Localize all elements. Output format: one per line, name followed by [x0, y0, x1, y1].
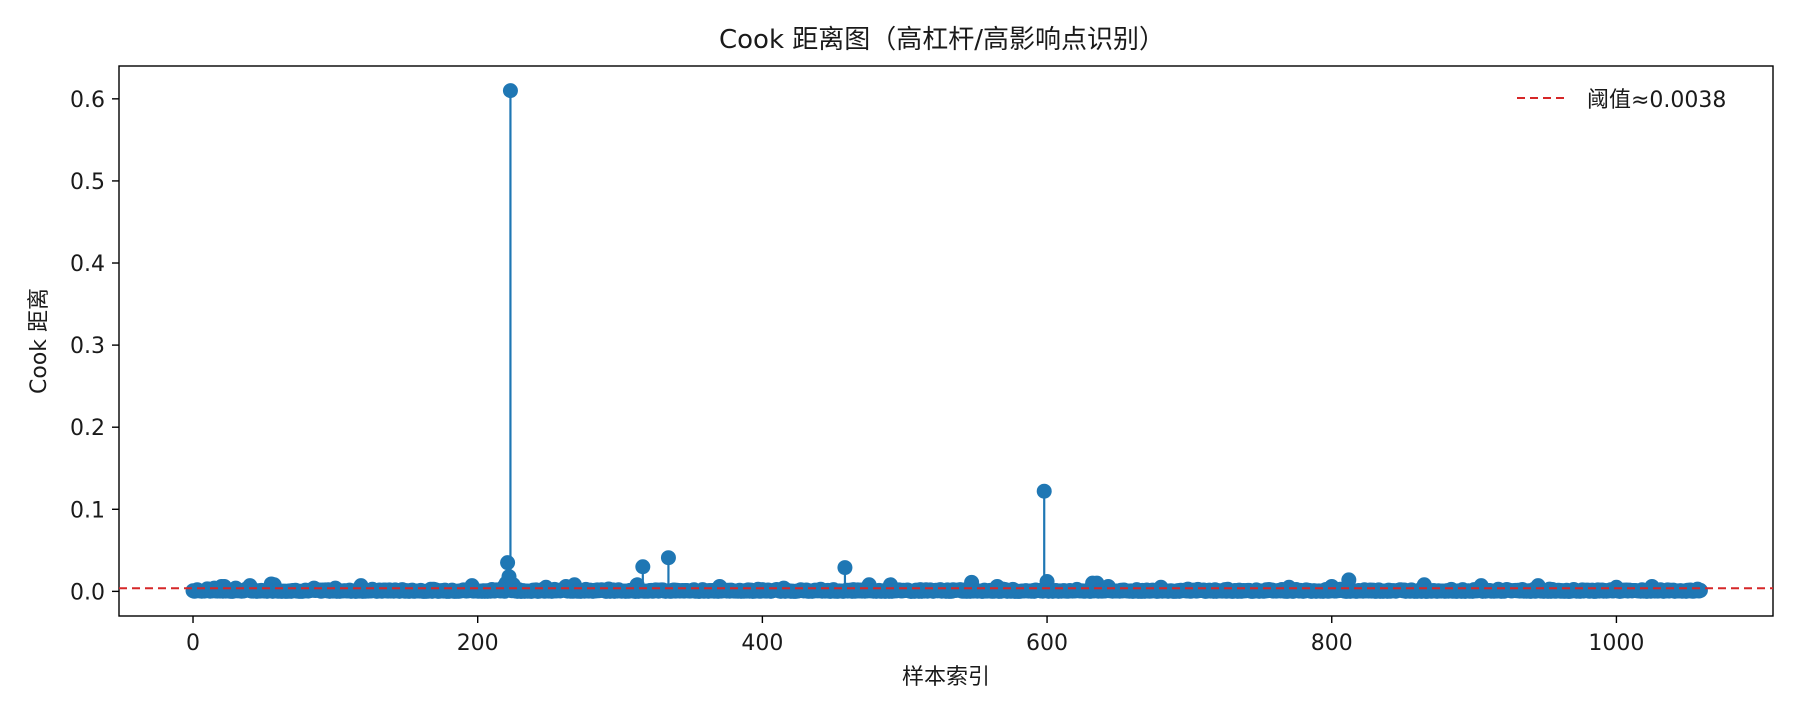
- x-tick-label: 1000: [1588, 631, 1644, 656]
- legend-threshold-label: 阈值≈0.0038: [1587, 88, 1726, 113]
- x-tick-label: 800: [1311, 631, 1353, 656]
- data-point: [502, 83, 518, 99]
- x-axis-ticks: 0 200 400 600 800 1000: [186, 616, 1644, 656]
- plot-area: [118, 65, 1774, 617]
- x-tick-label: 400: [741, 631, 783, 656]
- y-tick-label: 0.3: [70, 334, 105, 359]
- y-tick-label: 0.1: [70, 498, 105, 523]
- data-point: [1036, 483, 1052, 499]
- y-axis-label: Cook 距离: [27, 288, 52, 394]
- legend: 阈值≈0.0038: [1517, 88, 1726, 113]
- data-point: [635, 559, 651, 575]
- chart-title: Cook 距离图（高杠杆/高影响点识别）: [719, 25, 1165, 55]
- x-tick-label: 0: [186, 631, 200, 656]
- y-tick-label: 0.6: [70, 88, 105, 113]
- y-tick-label: 0.5: [70, 170, 105, 195]
- data-point: [1692, 582, 1708, 598]
- y-tick-label: 0.2: [70, 416, 105, 441]
- y-tick-label: 0.0: [70, 580, 105, 605]
- y-tick-label: 0.4: [70, 252, 105, 277]
- x-axis-label: 样本索引: [902, 665, 990, 690]
- data-point: [837, 560, 853, 576]
- stem-marks: [185, 83, 1708, 599]
- y-axis-ticks: 0.0 0.1 0.2 0.3 0.4 0.5 0.6: [70, 88, 119, 605]
- data-point: [660, 550, 676, 566]
- data-point: [500, 555, 516, 571]
- x-tick-label: 200: [457, 631, 499, 656]
- x-tick-label: 600: [1026, 631, 1068, 656]
